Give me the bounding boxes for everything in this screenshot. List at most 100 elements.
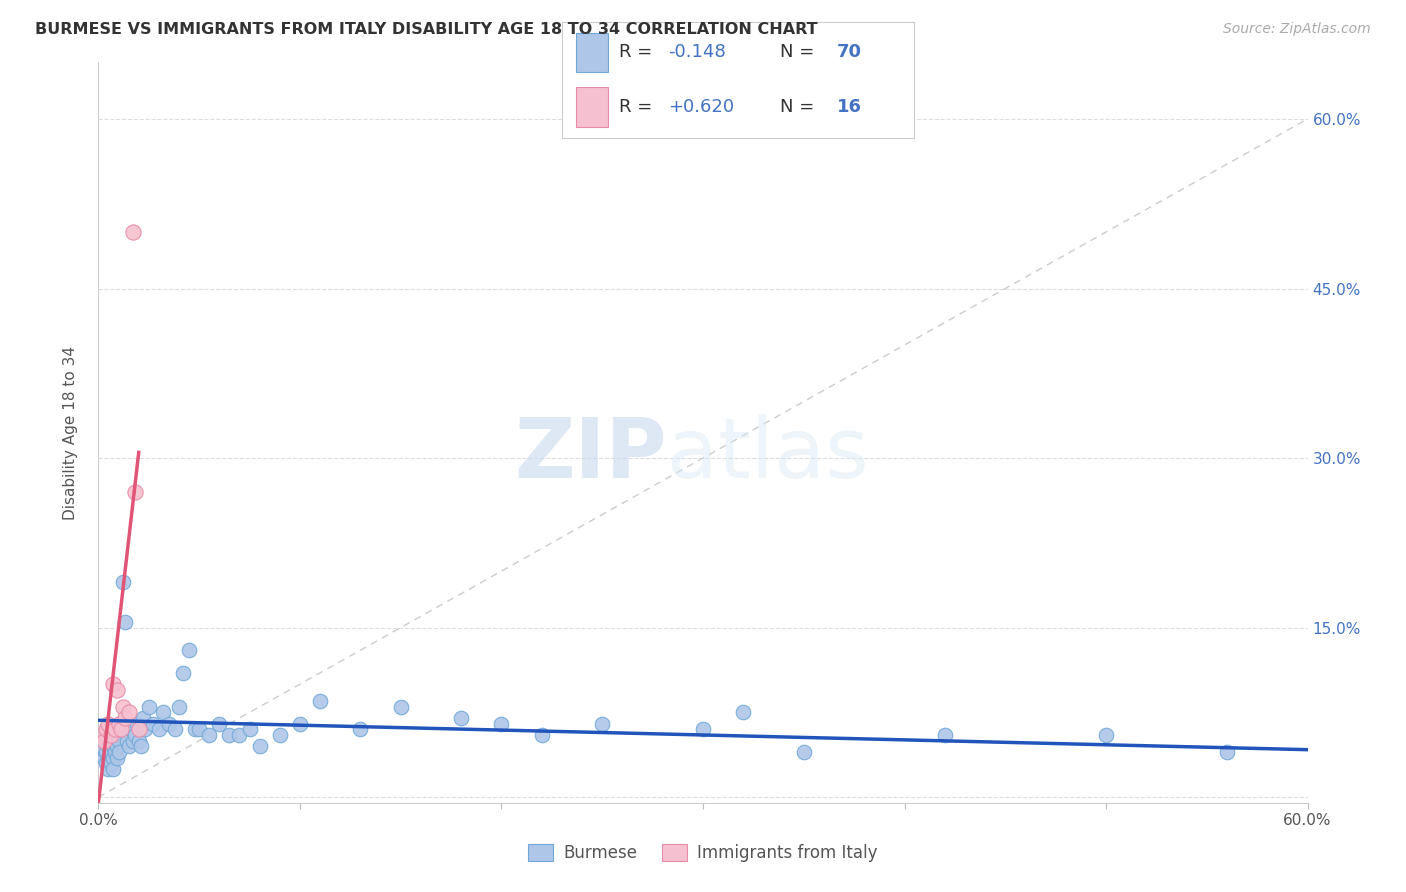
Text: N =: N = [780, 44, 820, 62]
Point [179, 643, 201, 657]
Text: 70: 70 [837, 44, 862, 62]
Text: ZIP: ZIP [515, 414, 666, 495]
Point [111, 699, 134, 714]
Point [132, 711, 155, 725]
Point [157, 716, 180, 731]
Point [100, 756, 122, 771]
Point [349, 723, 371, 737]
Point [389, 699, 412, 714]
Point [111, 575, 134, 590]
Point [125, 716, 148, 731]
Point [100, 728, 122, 742]
Point [97, 739, 120, 754]
Point [142, 716, 165, 731]
Point [93, 733, 115, 747]
Point [138, 699, 160, 714]
Point [152, 706, 174, 720]
Point [107, 716, 129, 731]
Point [120, 723, 142, 737]
Point [184, 723, 207, 737]
Point [101, 750, 124, 764]
Point [91, 739, 114, 754]
Text: atlas: atlas [666, 414, 869, 495]
Point [148, 723, 170, 737]
Point [107, 733, 129, 747]
Point [118, 706, 141, 720]
Point [121, 225, 143, 239]
Point [124, 728, 146, 742]
Point [692, 723, 714, 737]
Text: R =: R = [619, 44, 658, 62]
Point [733, 706, 755, 720]
Point [97, 750, 120, 764]
FancyBboxPatch shape [576, 33, 609, 72]
Point [124, 485, 146, 500]
Point [128, 733, 150, 747]
Point [103, 733, 125, 747]
Point [114, 615, 136, 629]
Point [96, 756, 118, 771]
Point [1216, 745, 1239, 759]
Point [101, 762, 124, 776]
Point [97, 716, 120, 731]
Point [96, 733, 118, 747]
Point [105, 682, 128, 697]
Point [91, 728, 114, 742]
Point [198, 728, 221, 742]
Point [269, 728, 291, 742]
Point [134, 723, 156, 737]
Point [105, 739, 128, 754]
Point [239, 723, 262, 737]
Point [288, 716, 311, 731]
Point [96, 745, 118, 759]
Text: -0.148: -0.148 [668, 44, 725, 62]
Point [450, 711, 472, 725]
Point [228, 728, 250, 742]
Point [93, 728, 115, 742]
Text: N =: N = [780, 98, 820, 116]
Point [793, 745, 815, 759]
Point [309, 694, 332, 708]
Point [188, 723, 211, 737]
Point [105, 728, 128, 742]
Point [530, 728, 553, 742]
Point [218, 728, 240, 742]
Point [110, 723, 132, 737]
Point [491, 716, 513, 731]
Point [118, 739, 141, 754]
Point [97, 728, 120, 742]
Point [129, 739, 152, 754]
Point [100, 733, 122, 747]
Point [97, 762, 120, 776]
Text: Source: ZipAtlas.com: Source: ZipAtlas.com [1223, 22, 1371, 37]
Point [128, 723, 150, 737]
Point [101, 728, 124, 742]
Point [172, 665, 194, 680]
Point [249, 739, 271, 754]
Text: +0.620: +0.620 [668, 98, 734, 116]
Point [934, 728, 956, 742]
Point [103, 723, 125, 737]
Point [163, 723, 186, 737]
Y-axis label: Disability Age 18 to 34: Disability Age 18 to 34 [63, 345, 77, 520]
Text: R =: R = [619, 98, 658, 116]
FancyBboxPatch shape [576, 87, 609, 127]
Point [115, 733, 138, 747]
Point [167, 699, 190, 714]
Legend: Burmese, Immigrants from Italy: Burmese, Immigrants from Italy [522, 837, 884, 869]
Point [103, 745, 125, 759]
Point [100, 745, 122, 759]
Point [105, 750, 128, 764]
Point [93, 750, 115, 764]
Point [103, 723, 125, 737]
Point [96, 723, 118, 737]
Point [208, 716, 231, 731]
Point [107, 745, 129, 759]
Point [101, 739, 124, 754]
Point [114, 711, 136, 725]
Point [110, 723, 132, 737]
Text: 16: 16 [837, 98, 862, 116]
Point [1095, 728, 1118, 742]
Point [101, 677, 124, 691]
Text: BURMESE VS IMMIGRANTS FROM ITALY DISABILITY AGE 18 TO 34 CORRELATION CHART: BURMESE VS IMMIGRANTS FROM ITALY DISABIL… [35, 22, 818, 37]
